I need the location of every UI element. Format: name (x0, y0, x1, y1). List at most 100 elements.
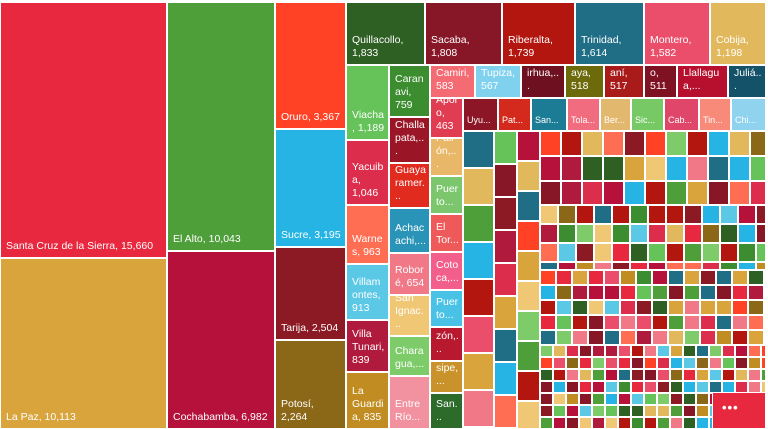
treemap-small-tile (748, 369, 761, 381)
tile-label: Ber... (604, 115, 626, 125)
tile-label: Cab... (668, 115, 693, 125)
treemap-tile: Achacachi,... (389, 208, 430, 253)
tile-label: Sic... (635, 115, 656, 125)
treemap-small-tile (630, 243, 648, 262)
treemap-tile: Montero, 1,582 (644, 2, 710, 65)
treemap-tile: San... (531, 98, 567, 131)
treemap-small-tile (645, 131, 666, 156)
treemap-small-tile (556, 300, 572, 315)
treemap-small-tile (517, 221, 540, 251)
treemap-small-tile (620, 285, 636, 300)
treemap-tile: Pailón,... (430, 138, 463, 176)
treemap-small-tile (494, 362, 517, 395)
treemap-tile: Cobija, 1,198 (710, 2, 766, 65)
treemap-small-tile (494, 197, 517, 230)
treemap-small-tile (683, 405, 696, 417)
treemap-small-tile (618, 393, 631, 405)
treemap-small-tile (561, 131, 582, 156)
tile-label: Viacha, 1,189 (352, 109, 385, 134)
treemap-small-tile (592, 369, 605, 381)
treemap-small-tile (657, 369, 670, 381)
treemap-small-tile (670, 393, 683, 405)
treemap-tile: Charagua,... (389, 336, 430, 376)
treemap-small-tile (594, 243, 612, 262)
treemap-tile: Tola... (567, 98, 600, 131)
treemap-small-tile (666, 131, 687, 156)
treemap-small-tile (722, 369, 735, 381)
treemap-small-tile (700, 300, 716, 315)
treemap-small-tile (494, 395, 517, 428)
treemap-small-tile (657, 381, 670, 393)
treemap-small-tile (738, 224, 756, 243)
treemap-small-tile (666, 262, 684, 270)
treemap-small-tile (732, 270, 748, 285)
treemap-small-tile (735, 345, 748, 357)
treemap-small-tile (605, 369, 618, 381)
treemap-small-tile (684, 243, 702, 262)
treemap-small-tile (687, 156, 708, 181)
treemap-small-tile (696, 357, 709, 369)
treemap-small-tile (612, 224, 630, 243)
treemap-small-tile (540, 270, 556, 285)
treemap-small-tile (657, 417, 670, 429)
treemap-small-tile (576, 224, 594, 243)
treemap-small-tile (666, 243, 684, 262)
treemap-small-tile (631, 345, 644, 357)
tile-label: Colcapirhua,... (527, 67, 560, 92)
treemap-small-tile (620, 300, 636, 315)
treemap-small-tile (517, 341, 540, 371)
tile-label: Entre Río... (395, 398, 421, 423)
tile-label: San... (535, 115, 559, 125)
treemap-small-tile (558, 243, 576, 262)
tile-label: Sucre, 3,195 (281, 229, 341, 241)
treemap-small-tile (684, 270, 700, 285)
treemap-tile: Llallagua,... (677, 65, 728, 98)
treemap-small-tile (618, 405, 631, 417)
tile-label: Chi... (735, 115, 757, 125)
treemap-small-tile (631, 369, 644, 381)
tile-label: Villa Tunari, 839 (352, 328, 385, 366)
treemap-small-tile (463, 205, 494, 242)
treemap-tile: Tin... (699, 98, 731, 131)
treemap-small-tile (553, 417, 566, 429)
treemap-small-tile (696, 405, 709, 417)
treemap-tile: San Juliá... (728, 65, 766, 98)
treemap-small-tile (657, 345, 670, 357)
treemap-small-tile (668, 285, 684, 300)
tile-label: La Guardia, 835 (352, 385, 384, 423)
treemap-tile: Quillacollo, 1,833 (346, 2, 425, 65)
treemap-tile: Tiquipaya, 518 (565, 65, 604, 98)
treemap-small-tile (603, 156, 624, 181)
treemap-small-tile (729, 156, 750, 181)
treemap-tile: La Paz, 10,113 (0, 258, 167, 429)
treemap-small-tile (684, 300, 700, 315)
treemap-small-tile (517, 191, 540, 221)
treemap-small-tile (720, 262, 738, 270)
treemap-small-tile (670, 345, 683, 357)
treemap-tile: Camiri, 583 (430, 65, 475, 98)
treemap-small-tile (761, 357, 766, 369)
treemap-small-tile (631, 417, 644, 429)
tile-label: Tola... (571, 115, 596, 125)
treemap-small-tile (716, 315, 732, 330)
treemap-small-tile (576, 262, 594, 270)
treemap-tile: Riberalta, 1,739 (502, 2, 575, 65)
treemap-small-tile (668, 270, 684, 285)
treemap-small-tile (657, 405, 670, 417)
treemap-small-tile (696, 417, 709, 429)
treemap-small-tile (657, 393, 670, 405)
treemap-tile: Santa Cruz de la Sierra, 15,660 (0, 2, 167, 258)
treemap-small-tile (463, 279, 494, 316)
tile-label: Uyu... (467, 115, 491, 125)
tile-label: Riberalta, 1,739 (508, 34, 553, 59)
treemap-small-tile (604, 270, 620, 285)
treemap-small-tile (572, 300, 588, 315)
tile-label: Yapacaní, 517 (610, 67, 628, 92)
tile-label: Apolo, 463 (436, 98, 458, 132)
treemap-small-tile (494, 296, 517, 329)
treemap-small-tile (756, 224, 766, 243)
treemap-tile: Potosí, 2,264 (275, 340, 346, 429)
treemap-small-tile (631, 393, 644, 405)
treemap-small-tile (582, 181, 603, 205)
treemap-tile: Tupiza, 567 (475, 65, 521, 98)
